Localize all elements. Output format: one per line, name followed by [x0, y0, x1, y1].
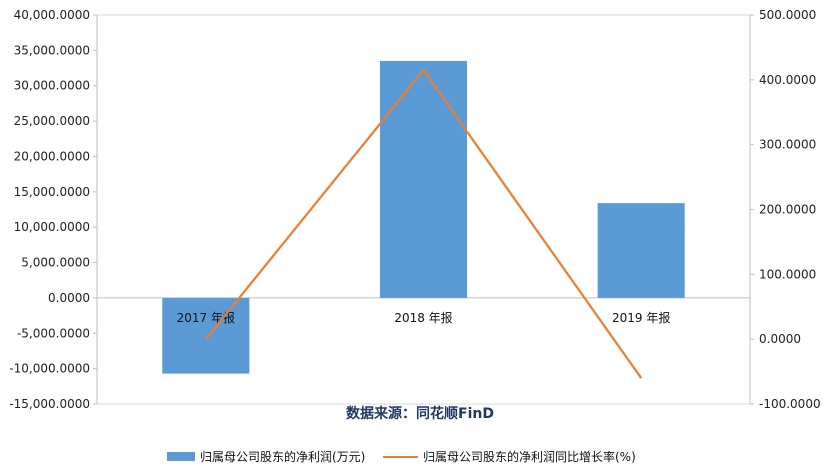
right-tick-label: 200.0000: [759, 203, 816, 217]
right-tick-label: 500.0000: [759, 8, 816, 22]
left-tick-label: 0.0000: [48, 291, 90, 305]
bar: [379, 60, 468, 298]
bar: [162, 297, 250, 374]
legend: 归属母公司股东的净利润(万元) 归属母公司股东的净利润同比增长率(%): [167, 449, 636, 464]
data-source-label: 数据来源：同花顺FinD: [346, 405, 494, 422]
left-tick-label: 15,000.0000: [14, 185, 90, 199]
bar: [597, 203, 685, 298]
left-axis: -15,000.0000 -10,000.0000 -5,000.0000 0.000…: [9, 8, 98, 411]
right-axis: -100.0000 0.0000 100.0000 200.0000 300.0000 4…: [749, 8, 821, 411]
right-tick-label: 400.0000: [759, 73, 816, 87]
category-label: 2017 年报: [177, 310, 235, 325]
right-tick-label: -100.0000: [759, 397, 821, 411]
left-tick-label: -5,000.0000: [17, 326, 90, 340]
left-tick-label: -10,000.0000: [9, 362, 90, 376]
legend-bar-label: 归属母公司股东的净利润(万元): [200, 449, 365, 464]
legend-line-label: 归属母公司股东的净利润同比增长率(%): [423, 449, 636, 464]
left-tick-label: 30,000.0000: [14, 79, 90, 93]
line-series: [204, 68, 643, 379]
left-tick-label: 10,000.0000: [14, 220, 90, 234]
left-tick-label: 25,000.0000: [14, 114, 90, 128]
left-tick-label: 40,000.0000: [14, 8, 90, 22]
legend-bar-swatch: [167, 452, 195, 461]
left-tick-label: 20,000.0000: [14, 149, 90, 163]
right-tick-label: 0.0000: [759, 332, 801, 346]
right-tick-label: 300.0000: [759, 138, 816, 152]
right-tick-label: 100.0000: [759, 267, 816, 281]
growth-rate-line: [204, 68, 643, 379]
left-tick-label: 5,000.0000: [21, 256, 90, 270]
bar-series: [162, 60, 685, 374]
left-tick-label: 35,000.0000: [14, 43, 90, 57]
category-labels: 2017 年报 2018 年报 2019 年报: [177, 310, 671, 325]
category-label: 2018 年报: [394, 310, 452, 325]
left-tick-label: -15,000.0000: [9, 397, 90, 411]
category-label: 2019 年报: [612, 310, 670, 325]
